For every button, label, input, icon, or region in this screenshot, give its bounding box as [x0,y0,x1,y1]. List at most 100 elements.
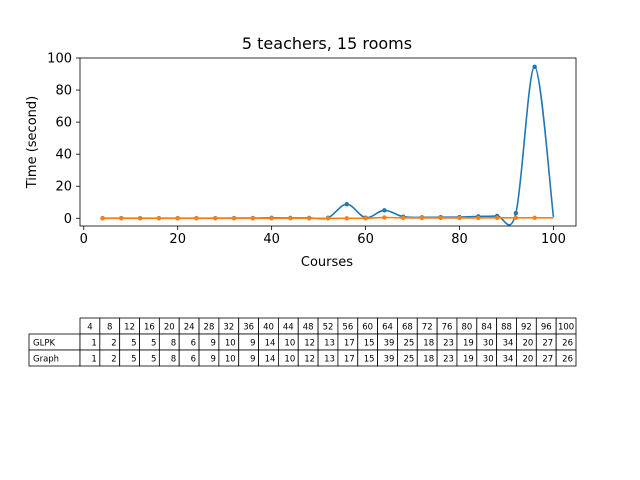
table-cell [158,333,180,351]
table-cell [79,349,101,367]
x-tick-label: 60 [357,232,374,247]
series-2-point [137,216,143,221]
table-cell-value: 9 [250,339,255,349]
series-2-point [494,215,500,221]
plot-area: 0 20 40 60 80 100 0 20 40 60 80 100 [47,52,577,247]
table-header-label: 16 [144,323,155,333]
table-header-label: 48 [303,323,314,333]
table-cell-value: 18 [423,339,434,349]
table-cell-value: 27 [542,355,553,365]
table-cell [79,333,101,351]
table-cell-value: 6 [191,355,196,365]
table-cell-value: 9 [210,355,215,365]
table-header-label: 84 [481,323,492,333]
table-header-label: 8 [107,323,112,333]
table-header-label: 100 [558,323,574,333]
table-header-label: 20 [164,323,175,333]
table-cell-value: 10 [225,339,236,349]
series-2-point [156,216,162,221]
table-cell-value: 23 [443,355,454,365]
table-cell [178,349,200,367]
x-tick-label: 100 [541,232,566,247]
table-cell [119,349,140,367]
series-2-point [363,216,368,221]
table-row-label: Graph [33,355,59,365]
table-cell [198,333,220,351]
table-header-label: 88 [501,323,512,333]
table-cell [139,349,160,367]
y-tick-label: 80 [55,84,72,99]
table-header-label: 68 [402,323,413,333]
table-row-label: GLPK [33,339,55,349]
series-1-point [513,210,519,216]
table-cell-value: 9 [250,355,255,365]
table-cell-value: 1 [91,355,96,365]
data-table: 4 8 12 16 20 24 28 32 36 40 44 48 52 56 60 64 68 72 76 80 84… [28,317,577,367]
series-2-point [269,216,274,221]
table-cell-value: 20 [522,339,533,349]
series-2-point [382,215,387,220]
table-cell [119,333,140,351]
table-header-label: 44 [283,323,294,333]
table-cell-value: 15 [364,355,375,365]
table-cell-value: 8 [171,339,176,349]
y-tick-label: 20 [55,180,72,195]
table-cell [158,349,180,367]
table-header-label: 4 [87,323,92,333]
y-tick-label: 0 [64,212,72,227]
table-header-label: 40 [263,323,274,333]
series-2-point [100,216,105,221]
series-2-point [250,216,256,221]
table-cell-value: 34 [503,355,514,365]
table-header-label: 28 [204,323,215,333]
table-cell-value: 26 [562,339,573,349]
table-cell-value: 2 [111,339,116,349]
y-tick-label: 100 [47,52,72,67]
table-header-label: 32 [223,323,234,333]
table-cell-value: 20 [522,355,533,365]
table-cell-value: 19 [463,355,474,365]
x-tick-label: 40 [263,232,280,247]
table-cell-value: 10 [225,355,236,365]
table-cell [238,333,259,351]
table-cell [555,349,577,367]
series-2-point [288,216,293,221]
table-cell-value: 17 [344,355,355,365]
table-cell [178,333,200,351]
series-1-point [344,202,349,207]
y-tick-label: 60 [55,116,72,131]
series-2-point [307,216,312,221]
table-cell-value: 5 [131,339,136,349]
table-cell-value: 13 [324,339,335,349]
table-header-label: 92 [521,323,532,333]
series-2-point [419,215,425,221]
table-cell-value: 2 [111,355,116,365]
table-cell-value: 15 [364,339,375,349]
table-header-label: 52 [323,323,334,333]
series-2-point [513,215,519,221]
table-cell-value: 10 [284,355,295,365]
x-axis-label: Courses [301,255,353,270]
table-header-label: 64 [382,323,393,333]
series-2-point [344,216,349,221]
table-header-label: 12 [124,323,135,333]
table-cell-value: 39 [384,355,395,365]
series-2-point [231,216,237,221]
y-axis-label: Time (second) [25,96,40,189]
series-2-point [438,215,443,221]
table-cell-value: 5 [131,355,136,365]
x-tick-label: 20 [169,232,186,247]
table-header-label: 80 [461,323,472,333]
series-2-point [119,216,124,221]
chart-title: 5 teachers, 15 rooms [242,34,412,53]
table-cell-value: 12 [304,339,315,349]
table-header-label: 36 [243,323,254,333]
table-cell-value: 27 [542,339,553,349]
table-cell-value: 23 [443,339,454,349]
table-cell-value: 17 [344,339,355,349]
table-cell-value: 9 [210,339,215,349]
table-cell [139,333,160,351]
table-cell-value: 39 [384,339,395,349]
